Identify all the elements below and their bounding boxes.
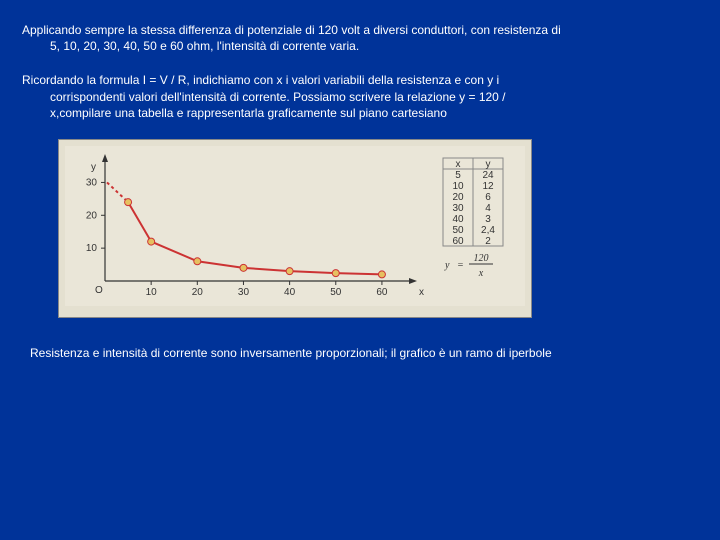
- svg-text:2: 2: [485, 236, 491, 247]
- svg-text:=: =: [457, 260, 464, 271]
- chart-svg: 102030102030405060yxOxy52410122063044035…: [65, 146, 525, 306]
- svg-text:120: 120: [474, 253, 489, 264]
- svg-text:y: y: [91, 162, 96, 173]
- svg-text:20: 20: [452, 192, 464, 203]
- svg-text:50: 50: [330, 287, 342, 298]
- svg-text:6: 6: [485, 192, 491, 203]
- svg-text:12: 12: [482, 181, 494, 192]
- svg-text:y: y: [444, 260, 450, 271]
- svg-text:20: 20: [86, 210, 98, 221]
- p2-line2: corrispondenti valori dell'inten­sità di…: [22, 89, 698, 105]
- figure-container: 102030102030405060yxOxy52410122063044035…: [58, 139, 698, 318]
- svg-text:y: y: [486, 159, 491, 170]
- svg-text:O: O: [95, 285, 103, 296]
- svg-text:30: 30: [452, 203, 464, 214]
- p2-line3: x,compilare una tabella e rap­presentarl…: [22, 105, 698, 121]
- figure-panel: 102030102030405060yxOxy52410122063044035…: [58, 139, 532, 318]
- svg-text:4: 4: [485, 203, 491, 214]
- svg-text:20: 20: [192, 287, 204, 298]
- svg-text:x: x: [478, 268, 484, 279]
- svg-text:30: 30: [238, 287, 250, 298]
- p2-line1: Ricordando la formula I = V / R, indichi…: [22, 73, 499, 87]
- caption-text: Resistenza e intensità di corrente sono …: [30, 346, 698, 360]
- svg-text:60: 60: [452, 236, 464, 247]
- svg-text:3: 3: [485, 214, 491, 225]
- svg-text:2,4: 2,4: [481, 225, 495, 236]
- svg-text:x: x: [419, 287, 424, 298]
- paragraph-2: Ricordando la formula I = V / R, indichi…: [22, 72, 698, 121]
- svg-text:5: 5: [455, 170, 461, 181]
- svg-text:60: 60: [376, 287, 388, 298]
- svg-text:10: 10: [86, 243, 98, 254]
- paragraph-1: Applicando sempre la stessa differenza d…: [22, 22, 698, 54]
- svg-text:30: 30: [86, 177, 98, 188]
- p1-line2: 5, 10, 20, 30, 40, 50 e 60 ohm, l'intens…: [22, 38, 698, 54]
- svg-text:10: 10: [452, 181, 464, 192]
- svg-text:40: 40: [452, 214, 464, 225]
- svg-text:40: 40: [284, 287, 296, 298]
- p1-line1: Applicando sempre la stessa differenza d…: [22, 23, 561, 37]
- svg-text:x: x: [456, 159, 461, 170]
- svg-text:10: 10: [146, 287, 158, 298]
- svg-text:24: 24: [482, 170, 494, 181]
- svg-text:50: 50: [452, 225, 464, 236]
